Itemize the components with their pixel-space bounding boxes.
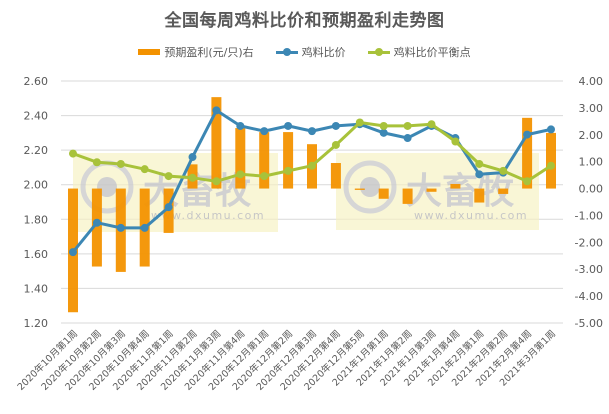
line-marker [140, 223, 149, 232]
profit-bar [91, 188, 102, 267]
line-marker [451, 137, 460, 146]
right-tick-label: 0.00 [579, 183, 604, 196]
line-marker [92, 218, 101, 227]
right-tick-label: -1.00 [575, 209, 603, 222]
right-tick-label: 2.00 [579, 129, 604, 142]
profit-bar [498, 188, 509, 194]
left-tick-label: 2.00 [24, 179, 49, 192]
line-marker [475, 159, 484, 168]
line-marker [427, 120, 436, 129]
left-tick-label: 2.60 [24, 75, 49, 88]
legend-item-ratio: 鸡料比价 [275, 44, 346, 60]
right-axis: 4.00 3.00 2.00 1.00 0.00 -1.00 -2.00 -3.00 -4.00… [575, 75, 603, 330]
line-marker [284, 121, 293, 130]
right-tick-label: 4.00 [579, 75, 604, 88]
line-marker [523, 130, 532, 139]
chart-title: 全国每周鸡料比价和预期盈利走势图 [164, 11, 445, 31]
right-tick-label: -5.00 [575, 317, 603, 330]
svg-text:www.dxumu.com: www.dxumu.com [414, 209, 528, 222]
right-tick-label: -4.00 [575, 290, 603, 303]
svg-text:大畜牧: 大畜牧 [406, 171, 515, 212]
x-axis: 2020年10月第1周2020年10月第2周2020年10月第3周2020年10… [15, 328, 558, 393]
line-marker [188, 173, 197, 182]
left-tick-label: 1.60 [24, 248, 49, 261]
line-marker [92, 158, 101, 167]
right-tick-label: -3.00 [575, 263, 603, 276]
line-marker [69, 248, 77, 257]
profit-bar [235, 128, 246, 189]
left-tick-label: 1.80 [24, 213, 49, 226]
legend-line-marker-icon [275, 48, 298, 56]
profit-bar [259, 132, 270, 189]
line-marker [236, 170, 245, 179]
line-marker [212, 106, 221, 115]
line-marker [212, 177, 221, 186]
svg-text:www.dxumu.com: www.dxumu.com [151, 209, 265, 222]
line-marker [379, 121, 388, 130]
line-marker [260, 172, 269, 181]
line-marker [523, 177, 532, 186]
left-tick-label: 2.40 [24, 110, 49, 123]
profit-bar [450, 183, 461, 189]
line-marker [116, 159, 125, 168]
line-marker [188, 153, 197, 162]
line-marker [403, 134, 412, 143]
breakeven-line [69, 118, 555, 186]
line-marker [547, 125, 555, 134]
ratio-lines [69, 106, 555, 257]
left-tick-label: 1.40 [24, 282, 49, 295]
line-marker [475, 170, 484, 179]
line-marker [164, 203, 173, 212]
profit-bar [283, 132, 294, 189]
line-marker [236, 121, 245, 130]
legend-bar-swatch-icon [138, 49, 161, 55]
profit-bar [546, 132, 556, 189]
line-marker [403, 121, 412, 130]
ratio-line [69, 106, 555, 257]
line-marker [499, 166, 508, 175]
line-marker [355, 118, 364, 127]
line-marker [69, 149, 77, 158]
left-tick-label: 1.20 [24, 317, 49, 330]
right-tick-label: -2.00 [575, 236, 603, 249]
line-marker [140, 165, 149, 174]
legend: 预期盈利(元/只)右 鸡料比价 鸡料比价平衡点 [0, 44, 609, 60]
profit-bar [474, 188, 485, 203]
right-tick-label: 3.00 [579, 102, 604, 115]
line-marker [284, 166, 293, 175]
right-tick-label: 1.00 [579, 156, 604, 169]
profit-bar [402, 188, 413, 204]
legend-label-breakeven: 鸡料比价平衡点 [393, 46, 471, 59]
line-marker [331, 140, 340, 149]
line-marker [116, 223, 125, 232]
line-marker [164, 172, 173, 181]
profit-bar [330, 163, 341, 189]
legend-item-breakeven: 鸡料比价平衡点 [367, 44, 471, 60]
line-marker [379, 128, 388, 137]
legend-label-ratio: 鸡料比价 [301, 46, 346, 59]
line-marker [308, 161, 316, 170]
legend-label-profit: 预期盈利(元/只)右 [164, 46, 254, 59]
watermark-eye-icon [343, 160, 397, 214]
profit-bar [522, 117, 533, 189]
profit-bar [211, 97, 222, 189]
line-marker [547, 161, 555, 170]
legend-line-marker-icon [367, 48, 390, 56]
line-marker [308, 127, 316, 136]
line-marker [331, 121, 340, 130]
legend-item-profit: 预期盈利(元/只)右 [138, 44, 254, 60]
profit-bar [378, 188, 389, 199]
left-axis: 2.60 2.40 2.20 2.00 1.80 1.60 1.40 1.20 [24, 75, 49, 330]
profit-bar [426, 188, 437, 192]
line-marker [260, 127, 269, 136]
profit-bar [354, 188, 365, 190]
left-tick-label: 2.20 [24, 144, 49, 157]
